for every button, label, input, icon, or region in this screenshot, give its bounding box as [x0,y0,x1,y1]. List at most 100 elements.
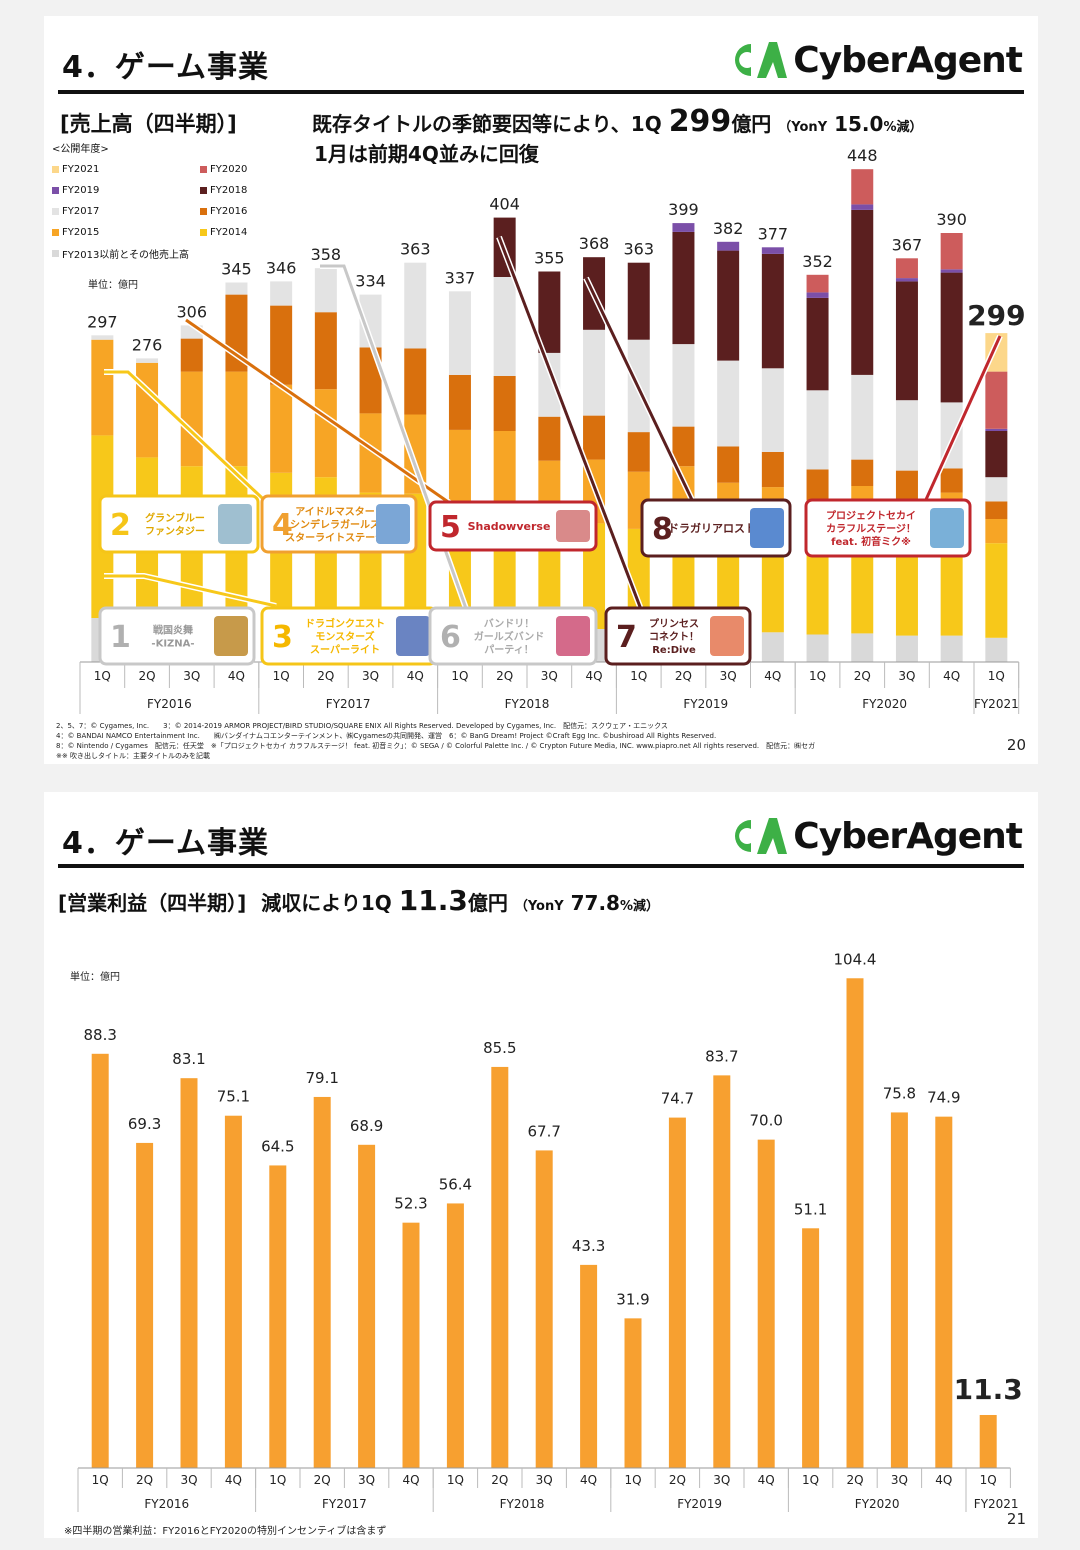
stack-segment [180,338,203,372]
stack-segment [985,637,1008,662]
x-tick-label: 2Q [675,669,692,683]
stack-segment [895,258,918,279]
stack-segment [270,305,293,385]
group-label: FY2017 [326,697,371,711]
x-tick-label: 2Q [314,1473,331,1487]
total-label: 399 [668,200,699,219]
value-label: 52.3 [394,1195,427,1213]
group-label: FY2020 [855,1497,900,1511]
x-tick-label: 4Q [943,669,960,683]
slide-revenue: 4．ゲーム事業 CyberAgent [売上高（四半期）] 既存タイトルの季節要… [44,16,1038,764]
headline-line2: 1月は前期4Q並みに回復 [314,142,539,166]
stack-segment [895,281,918,401]
value-label: 67.7 [527,1122,560,1140]
x-tick-label: 4Q [586,669,603,683]
callout-pointer-halo [320,263,471,616]
callout-number: 8 [652,512,673,547]
x-tick-label: 4Q [407,669,424,683]
profit-bar [580,1264,598,1468]
game-icon [218,504,252,544]
x-tick-label: 2Q [139,669,156,683]
stack-segment [672,223,695,232]
value-label: 31.9 [616,1290,649,1308]
stack-segment [851,534,874,634]
stack-segment [91,339,114,436]
total-label: 345 [221,260,252,279]
stack-segment [717,241,740,251]
total-label: 334 [355,272,386,291]
callout-pointer [185,318,455,508]
profit-bar [668,1117,686,1468]
callout-title-4: 4 アイドルマスターシンデレラガールズスターライトステージ [260,494,418,554]
total-label: 377 [758,224,789,243]
x-tick-label: 2Q [491,1473,508,1487]
x-tick-label: 3Q [898,669,915,683]
value-label: 75.1 [217,1088,250,1106]
total-label: 352 [802,252,833,271]
value-label: 70.0 [749,1112,782,1130]
callout-pointer [320,264,470,615]
callout-title-1: 1 戦国炎舞-KIZNA- [98,606,256,666]
footnote: ※四半期の営業利益：FY2016とFY2020の特別インセンティブは含まず [64,1526,387,1537]
logo-text: CyberAgent [793,39,1023,81]
legend-item: FY2016 [200,201,348,222]
game-icon [710,616,744,656]
stack-segment [314,268,337,313]
game-icon [214,616,248,656]
total-label: 363 [623,240,654,259]
stack-segment [940,233,963,270]
value-label: 104.4 [834,950,877,968]
stack-segment [136,362,159,458]
callout-box [428,606,598,666]
profit-bar [846,978,864,1468]
callout-title-5: 5 Shadowverse [428,500,598,552]
callout-pointer [104,370,294,528]
stack-segment [985,543,1008,638]
value-label: 83.1 [172,1050,205,1068]
value-label: 74.7 [661,1090,694,1108]
headline-value: 11.3 [398,884,468,917]
stack-segment [225,371,248,467]
stack-segment [761,368,784,452]
x-tick-label: 3Q [358,1473,375,1487]
x-tick-label: 4Q [580,1473,597,1487]
profit-bar [979,1414,997,1468]
callout-text: プリンセスコネクト！ Re:Dive [649,617,699,656]
callout-text: Shadowverse [468,520,551,533]
stack-segment [448,291,471,375]
stack-segment [627,432,650,472]
legend-label: FY2017 [62,206,100,217]
stack-segment [895,470,918,502]
legend-swatch [52,208,59,215]
cyberagent-logo: CyberAgent [727,36,1023,84]
group-label: FY2016 [147,697,192,711]
callout-text: 戦国炎舞-KIZNA- [151,624,194,650]
total-label: 346 [266,258,297,277]
legend-swatch [52,229,59,236]
profit-bar [890,1112,908,1468]
callout-number: 4 [272,508,293,543]
stack-segment [895,278,918,282]
callout-box [428,500,598,552]
profit-bar [180,1078,198,1468]
group-label: FY2018 [500,1497,545,1511]
x-tick-label: 1Q [269,1473,286,1487]
page-number: 20 [1006,736,1026,754]
x-tick-label: 1Q [94,669,111,683]
x-tick-label: 4Q [402,1473,419,1487]
game-icon [396,616,430,656]
stack-segment [404,348,427,415]
x-tick-label: 3Q [362,669,379,683]
callout-text: アイドルマスターシンデレラガールズスターライトステージ [285,506,385,544]
profit-bar [402,1222,420,1468]
x-tick-label: 1Q [980,1473,997,1487]
unit-label: 単位：億円 [88,280,138,291]
x-tick-label: 3Q [891,1473,908,1487]
x-tick-label: 1Q [802,1473,819,1487]
legend-items: FY2021 FY2020 FY2019 FY2018 FY2017 FY2016 FY20… [52,159,352,264]
profit-bar [91,1053,109,1468]
stack-segment [404,262,427,349]
stack-segment [851,374,874,460]
total-label: 276 [132,335,163,354]
